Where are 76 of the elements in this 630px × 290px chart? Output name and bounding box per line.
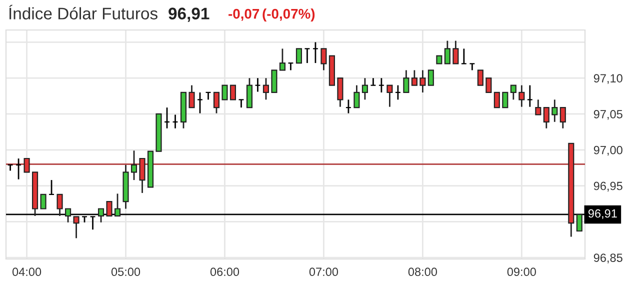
candlestick (172, 114, 178, 130)
candlestick (24, 158, 30, 173)
candlestick (420, 70, 426, 94)
candlestick (552, 98, 558, 123)
candlestick (428, 70, 434, 86)
candlestick (40, 194, 46, 210)
candlestick (106, 201, 112, 216)
candlestick (362, 77, 368, 100)
candlestick (386, 84, 393, 108)
y-tick-label: 96,95 (594, 182, 622, 192)
candlestick (502, 92, 508, 108)
x-tick-label: 08:00 (408, 268, 437, 276)
candlestick (56, 194, 63, 217)
candlestick (452, 40, 459, 64)
candlestick (164, 106, 170, 130)
candlestick (130, 150, 138, 181)
candlestick (262, 77, 270, 100)
y-tick-label: 97,10 (594, 74, 622, 84)
candlestick (296, 48, 302, 64)
candlestick (444, 40, 450, 64)
candlestick (518, 84, 525, 108)
y-tick-label: 97,00 (594, 146, 622, 156)
candlestick (469, 63, 476, 71)
candlestick (394, 84, 401, 100)
x-tick-label: 06:00 (210, 268, 240, 276)
candlestick (526, 84, 533, 108)
x-tick-label: 05:00 (111, 268, 140, 276)
candlestick (304, 48, 310, 64)
candlestick (486, 78, 492, 94)
candlestick (98, 208, 104, 224)
text: (-0,07%) (262, 8, 315, 22)
candlestick (114, 192, 121, 217)
candlestick (238, 98, 244, 108)
candlestick (188, 84, 195, 108)
candlestick (337, 77, 344, 108)
candlestick (213, 92, 220, 114)
chart-title: Índice Dólar Futuros (9, 4, 158, 20)
candlestick (254, 77, 261, 92)
candlestick (271, 70, 278, 94)
candlestick (354, 84, 360, 108)
candlestick (510, 84, 516, 100)
candlestick (494, 92, 500, 108)
x-tick-label: 07:00 (309, 268, 338, 276)
x-tick-label: 09:00 (507, 268, 536, 276)
candlestick (370, 77, 376, 86)
candlestick (560, 106, 566, 130)
candlestick (279, 48, 286, 71)
candlestick (246, 77, 253, 108)
candlestick (477, 70, 484, 86)
candlestick (65, 208, 72, 224)
candlestick (139, 158, 146, 194)
candlestick (411, 70, 418, 86)
candlestick (312, 42, 318, 64)
candlestick (403, 70, 410, 94)
candlestick (7, 164, 14, 172)
y-tick-label: 96,85 (594, 254, 622, 264)
text: -0,07 (228, 8, 260, 21)
candlestick (222, 84, 228, 100)
candlestick (16, 158, 22, 180)
candlestick (230, 84, 236, 100)
candlestick (576, 214, 582, 232)
candlestick (345, 98, 352, 114)
ref-line-label: 96,91 (588, 209, 617, 220)
y-tick-label: 97,05 (594, 110, 622, 120)
candlestick (543, 106, 550, 130)
candlestick (460, 48, 467, 64)
candlestick (73, 216, 80, 239)
candlestick (288, 62, 294, 71)
x-tick-label: 04:00 (12, 268, 42, 276)
candlestick (535, 98, 542, 116)
text: 96,91 (168, 8, 210, 22)
candlestick (205, 92, 212, 100)
candlestick (378, 77, 384, 94)
candlestick (320, 48, 327, 71)
candlestick (48, 179, 55, 196)
candlestick (196, 92, 204, 114)
